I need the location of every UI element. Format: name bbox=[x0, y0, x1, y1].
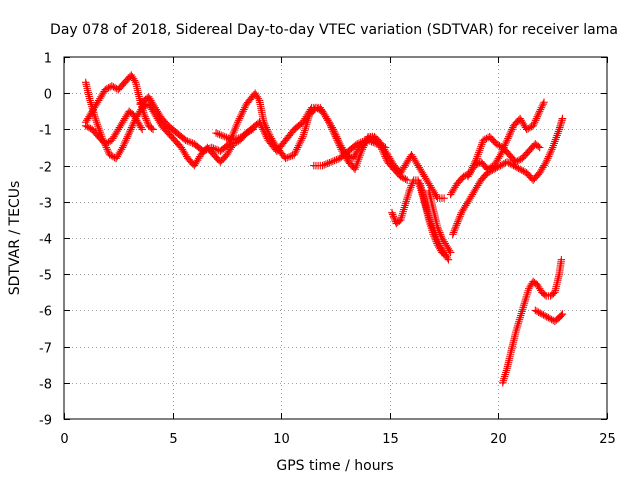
data-point bbox=[147, 124, 156, 132]
series-pass-3 bbox=[81, 107, 146, 148]
data-point bbox=[540, 98, 548, 106]
data-point bbox=[403, 176, 411, 184]
x-axis-label: GPS time / hours bbox=[276, 458, 393, 474]
data-point bbox=[441, 251, 449, 259]
data-points bbox=[81, 71, 567, 387]
series-pass-13 bbox=[498, 255, 566, 387]
y-tick-label: -3 bbox=[39, 197, 52, 212]
series-pass-8 bbox=[416, 179, 451, 260]
series-pass-14 bbox=[531, 306, 567, 326]
data-point bbox=[557, 311, 566, 319]
series-pass-5 bbox=[212, 103, 390, 163]
series-pass-2 bbox=[81, 71, 157, 134]
series-pass-10 bbox=[449, 114, 567, 239]
data-point bbox=[535, 143, 544, 152]
x-tick-label: 25 bbox=[599, 432, 616, 447]
x-tick-label: 15 bbox=[382, 432, 399, 447]
data-point bbox=[534, 142, 542, 151]
series-pass-9 bbox=[425, 187, 455, 257]
data-point bbox=[440, 194, 448, 202]
series-pass-12 bbox=[464, 98, 548, 181]
data-point bbox=[446, 248, 455, 257]
y-tick-label: -6 bbox=[39, 305, 52, 320]
data-point bbox=[557, 255, 566, 264]
y-tick-label: -4 bbox=[39, 233, 52, 248]
data-point bbox=[442, 252, 451, 260]
data-point bbox=[558, 310, 567, 318]
plot-frame bbox=[63, 56, 608, 420]
y-tick-label: -5 bbox=[39, 269, 52, 284]
y-tick-label: 1 bbox=[44, 52, 52, 67]
data-point bbox=[540, 290, 549, 299]
y-tick-label: 0 bbox=[44, 88, 52, 103]
data-point bbox=[138, 125, 146, 134]
chart-title: Day 078 of 2018, Sidereal Day-to-day VTE… bbox=[50, 22, 618, 38]
series-pass-6 bbox=[310, 132, 411, 184]
data-point bbox=[289, 127, 297, 135]
y-tick-label: -1 bbox=[39, 124, 52, 139]
x-tick-label: 0 bbox=[60, 432, 68, 447]
y-tick-label: -8 bbox=[39, 378, 52, 393]
y-axis-label: SDTVAR / TECUs bbox=[7, 181, 23, 296]
x-tick-label: 5 bbox=[169, 432, 177, 447]
y-tick-label: -9 bbox=[39, 414, 52, 429]
y-tick-label: -2 bbox=[39, 161, 52, 176]
y-tick-label: -7 bbox=[39, 342, 52, 357]
x-tick-label: 20 bbox=[490, 432, 507, 447]
data-point bbox=[558, 114, 567, 123]
x-tick-label: 10 bbox=[273, 432, 290, 447]
data-point bbox=[149, 125, 157, 134]
